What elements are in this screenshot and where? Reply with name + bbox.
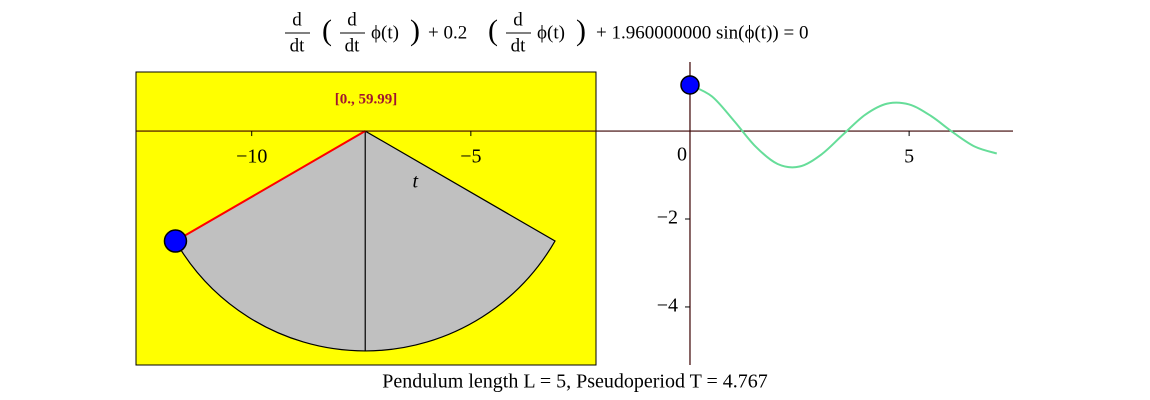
current-point bbox=[680, 75, 700, 95]
paren: ( bbox=[322, 14, 332, 47]
eq-part: dt bbox=[290, 35, 306, 56]
origin-label: 0 bbox=[677, 144, 687, 166]
paren: ) bbox=[576, 14, 586, 47]
range-label: [0., 59.99] bbox=[335, 91, 398, 107]
bob bbox=[163, 229, 188, 253]
eq-part: d bbox=[347, 9, 357, 30]
eq-part: + 0.2 bbox=[428, 22, 467, 43]
x-tick-label: −10 bbox=[236, 146, 267, 168]
paren: ( bbox=[488, 14, 498, 47]
rod bbox=[174, 130, 366, 242]
eq-part: ϕ(t) bbox=[371, 22, 399, 43]
x-tick-label: −5 bbox=[460, 146, 481, 168]
equation: d dt ( d dt ϕ(t) ) + 0.2 ( d dt ϕ(t) ) +… bbox=[285, 9, 808, 56]
eq-part: ϕ(t) bbox=[537, 22, 565, 43]
paren: ) bbox=[410, 14, 420, 47]
caption: Pendulum length L = 5, Pseudoperiod T = … bbox=[382, 371, 768, 393]
eq-part: dt bbox=[511, 35, 527, 56]
x-tick-label: 5 bbox=[904, 146, 914, 168]
y-tick-label: −2 bbox=[657, 207, 678, 229]
y-tick-label: −4 bbox=[657, 295, 678, 317]
eq-part: d bbox=[292, 9, 302, 30]
eq-part: dt bbox=[345, 35, 361, 56]
eq-part: + 1.960000000 sin(ϕ(t)) = 0 bbox=[596, 22, 808, 43]
eq-part: d bbox=[513, 9, 523, 30]
x-axis-label: t bbox=[412, 171, 418, 193]
series-line bbox=[689, 84, 998, 169]
